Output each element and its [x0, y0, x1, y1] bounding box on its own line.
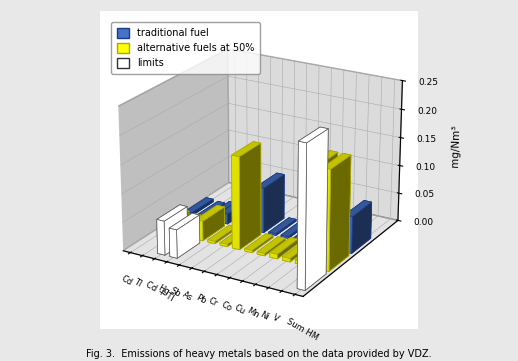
Legend: traditional fuel, alternative fuels at 50%, limits: traditional fuel, alternative fuels at 5… [111, 22, 260, 74]
Text: Fig. 3.  Emissions of heavy metals based on the data provided by VDZ.: Fig. 3. Emissions of heavy metals based … [86, 349, 432, 360]
